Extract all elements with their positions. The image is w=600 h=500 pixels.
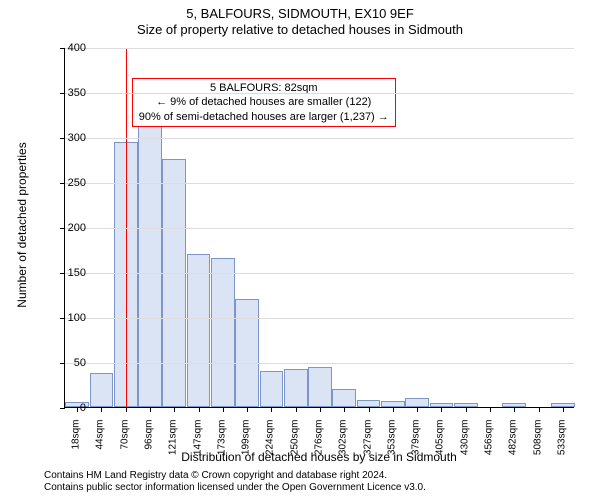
xtick-mark bbox=[393, 407, 394, 412]
histogram-bar bbox=[284, 369, 308, 407]
ytick-label: 50 bbox=[46, 357, 86, 369]
xtick-label: 173sqm bbox=[216, 420, 227, 460]
footnote: Contains HM Land Registry data © Crown c… bbox=[0, 470, 600, 494]
ytick-label: 200 bbox=[46, 222, 86, 234]
gridline bbox=[65, 93, 574, 94]
xtick-mark bbox=[320, 407, 321, 412]
xtick-mark bbox=[271, 407, 272, 412]
annotation-line2: ← 9% of detached houses are smaller (122… bbox=[139, 95, 389, 109]
gridline bbox=[65, 363, 574, 364]
xtick-mark bbox=[150, 407, 151, 412]
chart-area: 5 BALFOURS: 82sqm ← 9% of detached house… bbox=[64, 48, 574, 408]
xtick-label: 70sqm bbox=[119, 420, 130, 460]
title-address: 5, BALFOURS, SIDMOUTH, EX10 9EF bbox=[0, 6, 600, 22]
xtick-mark bbox=[466, 407, 467, 412]
xtick-label: 224sqm bbox=[265, 420, 276, 460]
annotation-line3: 90% of semi-detached houses are larger (… bbox=[139, 110, 389, 124]
xtick-mark bbox=[344, 407, 345, 412]
xtick-label: 482sqm bbox=[508, 420, 519, 460]
histogram-bar bbox=[405, 398, 429, 407]
xtick-label: 508sqm bbox=[532, 420, 543, 460]
chart-title-block: 5, BALFOURS, SIDMOUTH, EX10 9EF Size of … bbox=[0, 0, 600, 37]
ytick-label: 300 bbox=[46, 132, 86, 144]
histogram-bar bbox=[162, 159, 186, 407]
ytick-label: 150 bbox=[46, 267, 86, 279]
xtick-label: 405sqm bbox=[435, 420, 446, 460]
xtick-mark bbox=[417, 407, 418, 412]
plot-region: 5 BALFOURS: 82sqm ← 9% of detached house… bbox=[64, 48, 574, 408]
xtick-mark bbox=[563, 407, 564, 412]
histogram-bar bbox=[308, 367, 332, 407]
xtick-mark bbox=[199, 407, 200, 412]
xtick-label: 533sqm bbox=[556, 420, 567, 460]
ytick-label: 0 bbox=[46, 402, 86, 414]
gridline bbox=[65, 318, 574, 319]
histogram-bar bbox=[235, 299, 259, 407]
ytick-label: 350 bbox=[46, 87, 86, 99]
xtick-label: 353sqm bbox=[386, 420, 397, 460]
xtick-label: 96sqm bbox=[144, 420, 155, 460]
histogram-bar bbox=[187, 254, 211, 407]
annotation-box: 5 BALFOURS: 82sqm ← 9% of detached house… bbox=[132, 78, 396, 127]
xtick-label: 430sqm bbox=[459, 420, 470, 460]
xtick-mark bbox=[539, 407, 540, 412]
xtick-label: 44sqm bbox=[95, 420, 106, 460]
xtick-mark bbox=[223, 407, 224, 412]
xtick-label: 250sqm bbox=[289, 420, 300, 460]
xtick-label: 456sqm bbox=[484, 420, 495, 460]
xtick-mark bbox=[126, 407, 127, 412]
page-root: 5, BALFOURS, SIDMOUTH, EX10 9EF Size of … bbox=[0, 0, 600, 500]
ytick-label: 100 bbox=[46, 312, 86, 324]
gridline bbox=[65, 138, 574, 139]
histogram-bar bbox=[332, 389, 356, 407]
ytick-label: 250 bbox=[46, 177, 86, 189]
xtick-label: 147sqm bbox=[192, 420, 203, 460]
xtick-label: 327sqm bbox=[362, 420, 373, 460]
y-axis-title: Number of detached properties bbox=[15, 125, 29, 325]
gridline bbox=[65, 273, 574, 274]
histogram-bar bbox=[211, 258, 235, 407]
xtick-mark bbox=[490, 407, 491, 412]
title-subtitle: Size of property relative to detached ho… bbox=[0, 22, 600, 38]
histogram-bar bbox=[90, 373, 114, 407]
gridline bbox=[65, 183, 574, 184]
histogram-bar bbox=[357, 400, 381, 407]
xtick-mark bbox=[441, 407, 442, 412]
xtick-label: 199sqm bbox=[241, 420, 252, 460]
xtick-label: 276sqm bbox=[314, 420, 325, 460]
footnote-line2: Contains public sector information licen… bbox=[44, 482, 600, 494]
xtick-mark bbox=[369, 407, 370, 412]
xtick-mark bbox=[296, 407, 297, 412]
xtick-mark bbox=[514, 407, 515, 412]
xtick-label: 18sqm bbox=[71, 420, 82, 460]
xtick-label: 121sqm bbox=[168, 420, 179, 460]
histogram-bar bbox=[138, 97, 162, 408]
footnote-line1: Contains HM Land Registry data © Crown c… bbox=[44, 470, 600, 482]
gridline bbox=[65, 228, 574, 229]
histogram-bar bbox=[260, 371, 284, 407]
xtick-mark bbox=[174, 407, 175, 412]
xtick-mark bbox=[101, 407, 102, 412]
xtick-label: 379sqm bbox=[411, 420, 422, 460]
gridline bbox=[65, 48, 574, 49]
xtick-label: 302sqm bbox=[338, 420, 349, 460]
ytick-label: 400 bbox=[46, 42, 86, 54]
xtick-mark bbox=[247, 407, 248, 412]
